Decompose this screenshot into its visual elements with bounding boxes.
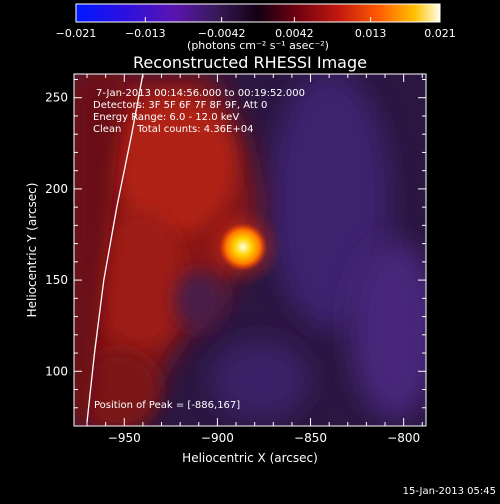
annotation-detectors: Detectors: 3F 5F 6F 7F 8F 9F, Att 0 xyxy=(93,100,267,111)
y-axis-label: Heliocentric Y (arcsec) xyxy=(25,183,39,318)
heatmap-image xyxy=(74,74,426,426)
y-tick-label: 100 xyxy=(45,364,68,378)
x-tick-label: −800 xyxy=(387,431,420,445)
plot-frame xyxy=(73,73,427,427)
annotation-clean-counts: Clean Total counts: 4.36E+04 xyxy=(93,124,253,135)
colorbar-unit-label: (photons cm⁻² s⁻¹ asec⁻²) xyxy=(187,39,329,52)
x-axis-label: Heliocentric X (arcsec) xyxy=(182,451,318,465)
colorbar-tick-label: 0.013 xyxy=(355,27,387,40)
colorbar-tick-label: 0.0042 xyxy=(275,27,314,40)
annotation-peak-position: Position of Peak = [-886,167] xyxy=(94,400,240,411)
y-tick-label: 200 xyxy=(45,182,68,196)
colorbar-tick-label: −0.021 xyxy=(56,27,97,40)
solar-limb xyxy=(86,74,144,423)
plot-title: Reconstructed RHESSI Image xyxy=(133,53,367,72)
colorbar-tick-label: −0.0042 xyxy=(198,27,246,40)
axis-ticks: −950 −900 −850 −800 100 150 200 250 xyxy=(45,74,426,445)
x-tick-label: −950 xyxy=(108,431,141,445)
colorbar-tick-label: −0.013 xyxy=(125,27,166,40)
colorbar-ticks: −0.021 −0.013 −0.0042 0.0042 0.013 0.021 xyxy=(56,17,456,40)
colorbar xyxy=(75,3,441,23)
footer-timestamp: 15-Jan-2013 05:45 xyxy=(403,486,496,497)
y-tick-label: 250 xyxy=(45,91,68,105)
colorbar-tick-label: 0.021 xyxy=(424,27,456,40)
annotation-time-range: 7-Jan-2013 00:14:56.000 to 00:19:52.000 xyxy=(96,88,305,99)
y-tick-label: 150 xyxy=(45,273,68,287)
annotation-energy-range: Energy Range: 6.0 - 12.0 keV xyxy=(93,112,239,123)
x-tick-label: −900 xyxy=(201,431,234,445)
x-tick-label: −850 xyxy=(294,431,327,445)
